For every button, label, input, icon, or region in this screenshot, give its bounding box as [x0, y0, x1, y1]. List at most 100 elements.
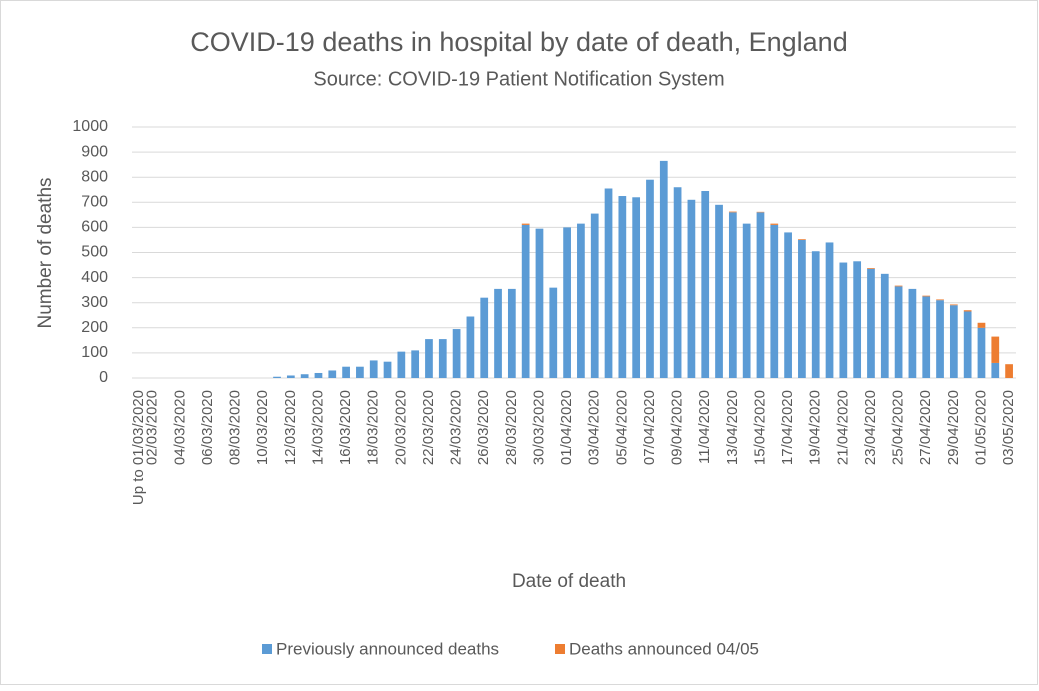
bar-segment: [811, 251, 820, 378]
x-tick-label: 08/03/2020: [227, 390, 244, 465]
legend-swatch: [555, 644, 565, 654]
x-tick-label: 12/03/2020: [282, 390, 299, 465]
x-tick-label: 20/03/2020: [392, 390, 409, 465]
bar-segment: [949, 304, 958, 306]
chart-title: COVID-19 deaths in hospital by date of d…: [190, 27, 847, 57]
bar-segment: [452, 329, 461, 378]
bar-segment: [922, 296, 931, 378]
bar-segment: [701, 191, 710, 378]
bar-segment: [632, 197, 641, 378]
bar-segment: [397, 351, 406, 378]
bar-segment: [673, 187, 682, 378]
y-tick-label: 1000: [72, 118, 108, 135]
bar-segment: [300, 374, 309, 378]
x-tick-label: 04/03/2020: [171, 390, 188, 465]
x-tick-label: 05/04/2020: [613, 390, 630, 465]
bar-segment: [756, 211, 765, 213]
bar-segment: [963, 311, 972, 378]
bar-segment: [963, 310, 972, 312]
y-tick-label: 500: [81, 244, 108, 261]
y-tick-label: 0: [99, 369, 108, 386]
x-tick-label: 28/03/2020: [503, 390, 520, 465]
bar-segment: [936, 299, 944, 301]
bar-segment: [286, 375, 295, 378]
x-tick-label: 25/04/2020: [890, 390, 907, 465]
bar-segment: [646, 179, 654, 378]
bar-segment: [977, 322, 986, 328]
bar-segment: [991, 336, 1000, 363]
bar-segment: [936, 300, 944, 378]
bar-segment: [770, 224, 779, 378]
bar-segment: [756, 212, 765, 378]
bar-segment: [494, 288, 502, 378]
x-axis-label: Date of death: [512, 571, 626, 592]
x-tick-label: 30/03/2020: [530, 390, 547, 465]
bar-segment: [742, 223, 751, 378]
x-tick-label: 21/04/2020: [834, 390, 851, 465]
bar-segment: [770, 223, 779, 225]
bar-segment: [369, 360, 378, 378]
x-tick-label: 01/05/2020: [972, 390, 989, 465]
bar-segment: [466, 316, 475, 378]
bar-segment: [577, 223, 585, 378]
bar-segment: [798, 239, 806, 240]
chart-subtitle: Source: COVID-19 Patient Notification Sy…: [313, 68, 724, 90]
bar-segment: [894, 285, 903, 287]
x-tick-label: Up to 01/03/2020: [130, 390, 147, 505]
bar-segment: [507, 288, 516, 378]
bar-segment: [991, 362, 1000, 378]
bar-segment: [618, 196, 627, 378]
x-tick-label: 03/05/2020: [1000, 390, 1017, 465]
x-tick-label: 29/04/2020: [945, 390, 962, 465]
x-tick-label: 19/04/2020: [807, 390, 824, 465]
x-tick-label: 17/04/2020: [779, 390, 796, 465]
bar-segment: [798, 239, 806, 378]
bar-segment: [521, 224, 530, 378]
bar-segment: [438, 339, 447, 378]
bar-segment: [563, 227, 571, 378]
bar-segment: [604, 188, 613, 378]
bar-segment: [521, 223, 530, 225]
bar-segment: [411, 350, 420, 378]
x-tick-label: 09/04/2020: [669, 390, 686, 465]
x-tick-label: 07/04/2020: [641, 390, 658, 465]
x-tick-label: 06/03/2020: [199, 390, 216, 465]
y-tick-label: 700: [81, 194, 108, 211]
y-tick-label: 900: [81, 143, 108, 160]
bar-segment: [894, 286, 903, 378]
bar-segment: [715, 204, 723, 378]
bar-segment: [922, 295, 931, 297]
bar-segment: [728, 211, 737, 213]
bar-segment: [880, 273, 889, 378]
bar-segment: [590, 213, 599, 378]
y-tick-label: 800: [81, 168, 108, 185]
bar-segment: [659, 160, 668, 378]
y-tick-label: 300: [81, 294, 108, 311]
bar-segment: [908, 288, 917, 378]
bar-segment: [839, 262, 848, 378]
bar-segment: [687, 199, 696, 378]
bar-segment: [784, 232, 792, 378]
x-tick-label: 01/04/2020: [558, 390, 575, 465]
x-tick-label: 02/03/2020: [144, 390, 161, 465]
bar-segment: [328, 370, 337, 378]
bar-segment: [425, 339, 433, 378]
bar-segment: [867, 268, 875, 378]
bar-segment: [535, 228, 544, 378]
x-tick-label: 23/04/2020: [862, 390, 879, 465]
x-tick-label: 26/03/2020: [475, 390, 492, 465]
bar-segment: [1005, 364, 1013, 378]
y-tick-label: 100: [81, 344, 108, 361]
bar-segment: [977, 327, 986, 378]
x-tick-label: 14/03/2020: [309, 390, 326, 465]
bar-segment: [549, 287, 558, 378]
x-tick-label: 10/03/2020: [254, 390, 271, 465]
legend-label: Deaths announced 04/05: [569, 639, 759, 658]
bar-segment: [853, 261, 862, 378]
legend-label: Previously announced deaths: [276, 639, 499, 658]
y-tick-label: 400: [81, 269, 108, 286]
x-tick-label: 27/04/2020: [917, 390, 934, 465]
x-tick-label: 11/04/2020: [696, 390, 713, 464]
y-tick-label: 600: [81, 219, 108, 236]
